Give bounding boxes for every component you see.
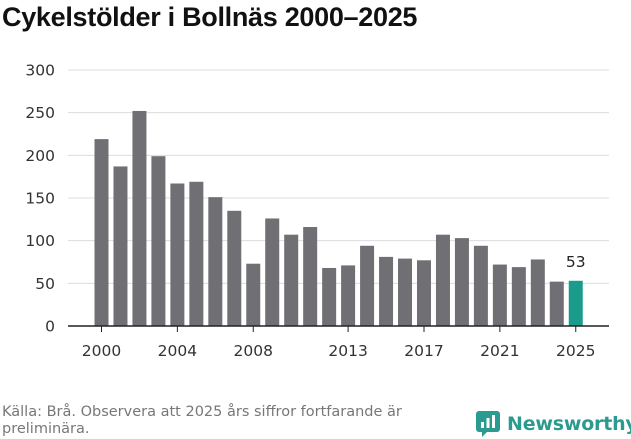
- bar-2007: [227, 210, 242, 326]
- x-axis: 2000 2004 2008 2013 2017 2021 2025: [68, 325, 609, 360]
- x-tick-label-2000: 2000: [82, 342, 121, 360]
- bar-2008: [246, 263, 261, 326]
- brand-name: Newsworthy: [507, 413, 631, 435]
- bar-2003: [151, 156, 166, 326]
- bar-2020: [473, 245, 488, 326]
- x-tick-label-2004: 2004: [158, 342, 197, 360]
- y-tick-label-250: 250: [25, 104, 55, 122]
- bar-2004: [170, 183, 185, 326]
- bar-2022: [511, 267, 526, 326]
- x-tick-label-2021: 2021: [480, 342, 519, 360]
- source-note: Källa: Brå. Observera att 2025 års siffr…: [2, 404, 402, 437]
- bar-2006: [208, 197, 223, 326]
- bar-2023: [530, 259, 545, 326]
- x-tick-label-2017: 2017: [404, 342, 443, 360]
- bar-2019: [454, 238, 469, 326]
- y-tick-label-0: 0: [45, 318, 55, 336]
- bar-2013: [341, 265, 356, 326]
- bar-2005: [189, 181, 204, 326]
- bar-2000: [94, 139, 109, 326]
- x-tick-label-2008: 2008: [234, 342, 273, 360]
- newsworthy-logo-icon: [476, 411, 500, 437]
- data-label-2025: 53: [566, 253, 586, 271]
- bar-2009: [265, 218, 280, 326]
- bar-2002: [132, 110, 147, 327]
- bar-2016: [398, 258, 413, 326]
- bar-2017: [416, 260, 431, 326]
- y-tick-label-100: 100: [25, 232, 55, 250]
- y-tick-label-300: 300: [25, 62, 55, 80]
- bar-2012: [322, 267, 337, 326]
- x-tick-label-2013: 2013: [328, 342, 367, 360]
- bar-2014: [360, 245, 375, 326]
- data-labels: 53: [566, 253, 586, 271]
- y-tick-label-200: 200: [25, 147, 55, 165]
- y-tick-label-50: 50: [35, 275, 55, 293]
- bar-2001: [113, 166, 128, 326]
- bars: [94, 110, 583, 327]
- bar-2021: [492, 264, 507, 326]
- bar-2024: [549, 281, 564, 326]
- bar-2018: [435, 234, 450, 326]
- bar-2015: [379, 256, 394, 326]
- bar-2011: [303, 227, 318, 326]
- chart-title: Cykelstölder i Bollnäs 2000–2025: [2, 2, 418, 32]
- x-tick-label-2025: 2025: [556, 342, 595, 360]
- bar-2025: [568, 280, 583, 326]
- gridlines: [68, 69, 609, 284]
- newsworthy-logo[interactable]: Newsworthy: [476, 410, 631, 438]
- bar-2010: [284, 234, 299, 326]
- y-axis: 0 50 100 150 200 250 300: [25, 62, 55, 336]
- y-tick-label-150: 150: [25, 190, 55, 208]
